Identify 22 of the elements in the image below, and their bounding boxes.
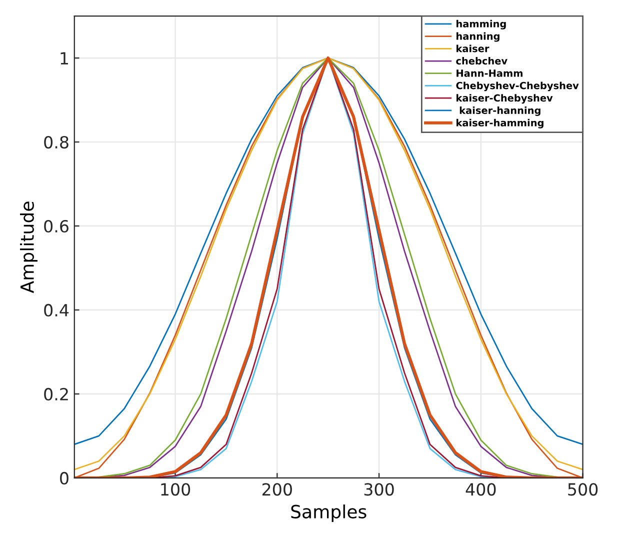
x-tick-label: 500 [568,483,598,496]
legend-label: hanning [456,32,500,42]
y-tick-label: 0.6 [44,220,68,233]
legend-label: chebchev [456,57,508,65]
y-tick-label: 0 [60,472,68,484]
legend-label: hamming [456,20,506,30]
y-tick-label: 0.4 [44,304,69,317]
y-axis-title: Amplitude [20,202,38,294]
legend-label: Hann-Hamm [456,70,522,77]
legend-label: kaiser-hanning [460,106,540,116]
x-tick-label: 200 [262,483,292,496]
y-tick-label: 1 [60,52,68,64]
x-tick-label: 300 [364,483,394,496]
x-tick-label: 100 [161,483,190,496]
legend-label: Chebyshev-Chebyshev [456,82,579,92]
legend-label: kaiser-Chebyshev [456,94,553,104]
y-tick-label: 0.2 [44,388,68,401]
x-axis-title: Samples [291,504,366,522]
legend-label: kaiser-hamming [456,118,544,128]
x-tick-label: 400 [466,483,496,496]
y-tick-label: 0.8 [44,136,68,149]
legend-label: kaiser [456,44,490,52]
